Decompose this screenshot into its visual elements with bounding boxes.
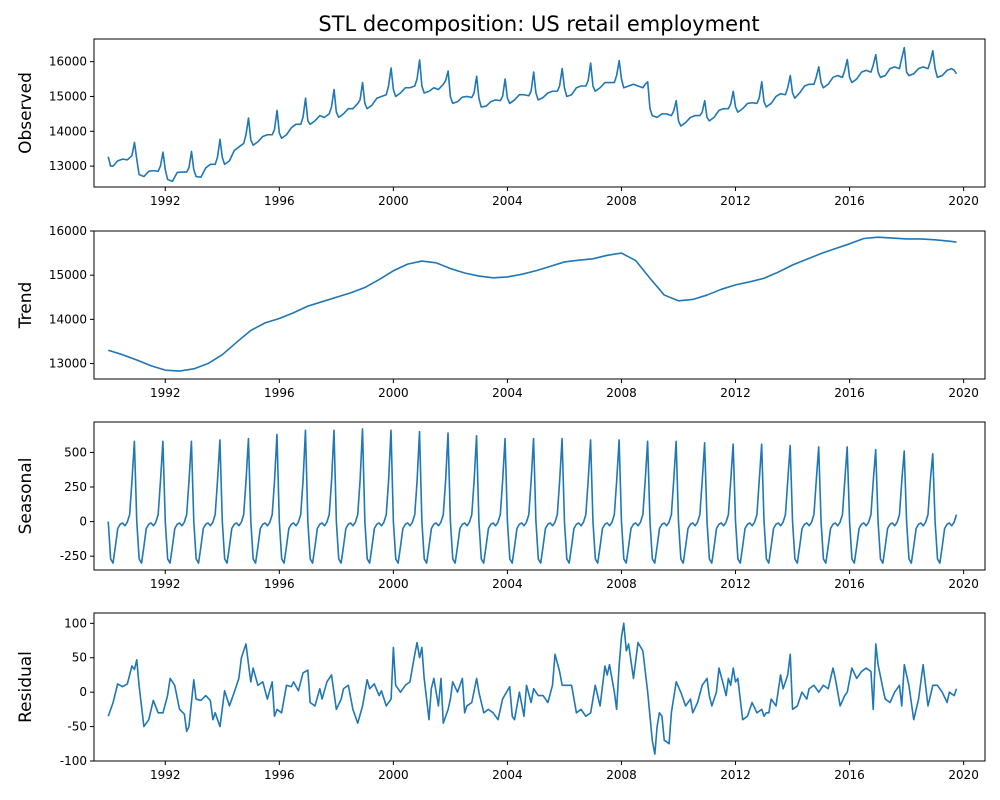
- observed-axes-frame: [93, 38, 986, 188]
- seasonal-y-tick-label: 500: [64, 445, 87, 459]
- residual-x-tick-label: 2000: [378, 768, 409, 782]
- trend-y-tick-label: 16000: [49, 224, 87, 238]
- trend-panel: 1992 1996 2000 2004 2008 2012 2016 2020 13000 140…: [16, 224, 986, 400]
- residual-y-tick-label: -100: [60, 754, 87, 768]
- seasonal-x-tick-label: 1992: [150, 577, 181, 591]
- trend-x-tick-label: 2000: [378, 386, 409, 400]
- seasonal-y-tick-label: 250: [64, 480, 87, 494]
- trend-x-tick-label: 1996: [264, 386, 295, 400]
- residual-x-tick-label: 2016: [834, 768, 865, 782]
- observed-x-tick-label: 2020: [948, 194, 979, 208]
- subplot-panels: 1992 1996 2000 2004 2008 2012 2016 2020 13000 140…: [16, 38, 986, 782]
- observed-x-tick-label: 1992: [150, 194, 181, 208]
- observed-y-axis-label: Observed: [16, 72, 36, 154]
- residual-y-axis-label: Residual: [16, 651, 36, 723]
- figure-title: STL decomposition: US retail employment: [318, 12, 759, 36]
- residual-y-tick-label: 50: [72, 651, 87, 665]
- residual-x-tick-label: 1996: [264, 768, 295, 782]
- residual-x-tick-label: 2020: [948, 768, 979, 782]
- observed-y-tick-label: 15000: [49, 89, 87, 103]
- trend-y-tick-label: 15000: [49, 268, 87, 282]
- trend-x-tick-label: 2012: [720, 386, 751, 400]
- observed-x-tick-label: 2008: [606, 194, 637, 208]
- trend-x-tick-label: 2008: [606, 386, 637, 400]
- observed-x-tick-label: 2016: [834, 194, 865, 208]
- residual-x-tick-label: 1992: [150, 768, 181, 782]
- observed-series-line: [107, 46, 958, 183]
- seasonal-axes-frame: [93, 421, 986, 571]
- seasonal-y-tick-label: -250: [60, 549, 87, 563]
- trend-series-line: [108, 236, 957, 372]
- residual-y-tick-label: 0: [79, 685, 87, 699]
- seasonal-x-tick-label: 2000: [378, 577, 409, 591]
- observed-y-tick-label: 13000: [49, 159, 87, 173]
- residual-panel: 1992 1996 2000 2004 2008 2012 2016 2020 -100 -50 0…: [16, 612, 986, 782]
- trend-x-tick-label: 2016: [834, 386, 865, 400]
- observed-x-tick-label: 2004: [492, 194, 523, 208]
- trend-x-tick-label: 1992: [150, 386, 181, 400]
- observed-x-tick-label: 1996: [264, 194, 295, 208]
- trend-x-tick-label: 2004: [492, 386, 523, 400]
- residual-series-line: [107, 622, 958, 755]
- observed-y-tick-label: 16000: [49, 55, 87, 69]
- residual-y-tick-label: 100: [64, 616, 87, 630]
- residual-y-tick-label: -50: [67, 720, 87, 734]
- seasonal-x-tick-label: 1996: [264, 577, 295, 591]
- observed-y-tick-label: 14000: [49, 124, 87, 138]
- seasonal-x-tick-label: 2016: [834, 577, 865, 591]
- seasonal-y-tick-label: 0: [79, 515, 87, 529]
- residual-x-tick-label: 2004: [492, 768, 523, 782]
- seasonal-panel: 1992 1996 2000 2004 2008 2012 2016 2020 -250 0 250…: [16, 421, 986, 591]
- trend-y-tick-label: 14000: [49, 312, 87, 326]
- trend-axes-frame: [93, 230, 986, 380]
- residual-x-tick-label: 2008: [606, 768, 637, 782]
- seasonal-y-axis-label: Seasonal: [16, 458, 36, 535]
- residual-axes-frame: [93, 612, 986, 762]
- residual-x-tick-label: 2012: [720, 768, 751, 782]
- seasonal-x-tick-label: 2004: [492, 577, 523, 591]
- observed-panel: 1992 1996 2000 2004 2008 2012 2016 2020 13000 140…: [16, 38, 986, 208]
- trend-y-tick-label: 13000: [49, 357, 87, 371]
- seasonal-series-line: [107, 428, 958, 564]
- seasonal-x-tick-label: 2012: [720, 577, 751, 591]
- trend-x-tick-label: 2020: [948, 386, 979, 400]
- seasonal-x-tick-label: 2020: [948, 577, 979, 591]
- trend-y-axis-label: Trend: [16, 282, 36, 330]
- seasonal-x-tick-label: 2008: [606, 577, 637, 591]
- observed-x-tick-label: 2012: [720, 194, 751, 208]
- observed-x-tick-label: 2000: [378, 194, 409, 208]
